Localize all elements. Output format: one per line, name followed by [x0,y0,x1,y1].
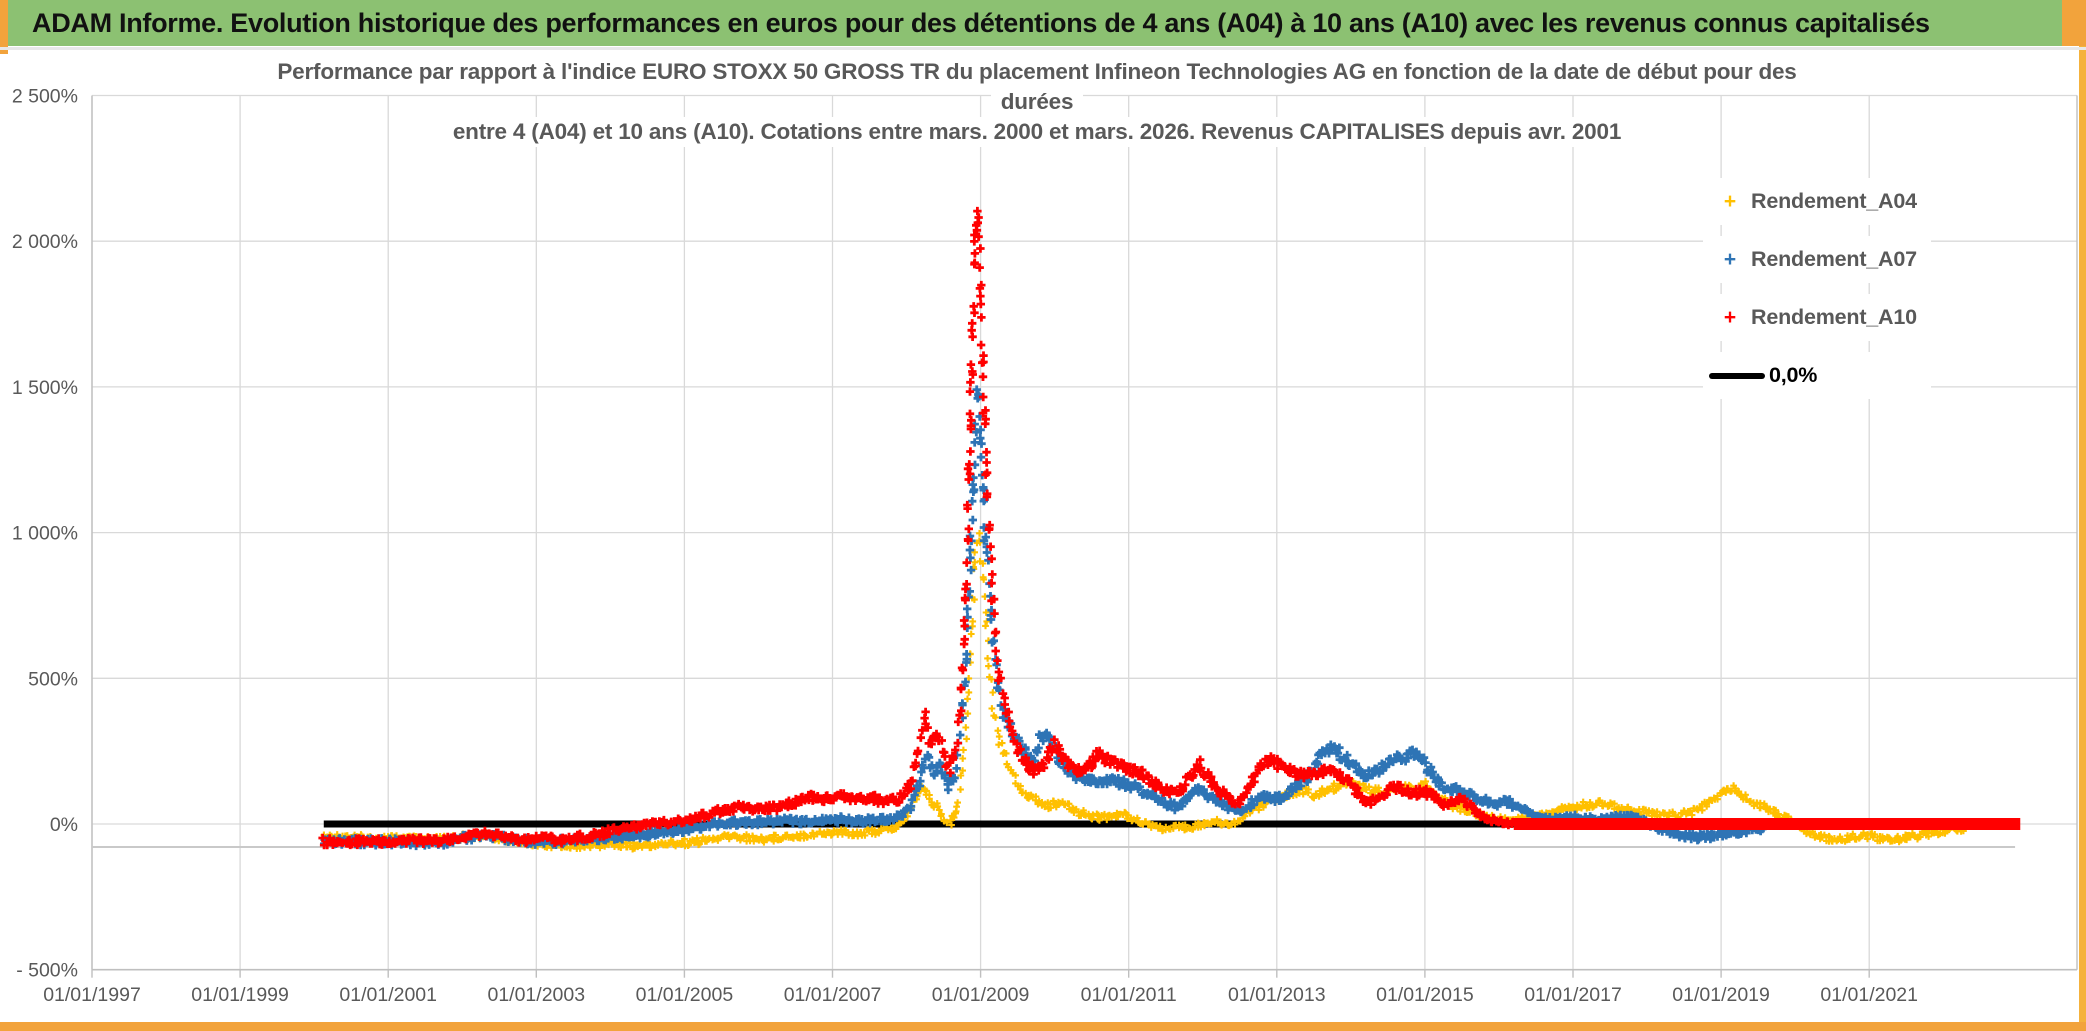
legend-plus-marker: + [1723,248,1737,271]
x-axis-label: 01/01/2013 [1228,984,1326,1006]
legend-item-rendement-a10: + Rendement_A10 [1703,294,1931,341]
x-axis-label: 01/01/2009 [932,984,1030,1006]
y-axis-label: 1 000% [12,523,78,545]
chart-legend: + Rendement_A04 + Rendement_A07 + Rendement_A… [1703,178,1931,399]
x-axis-label: 01/01/1999 [191,984,289,1006]
legend-label: Rendement_A04 [1751,189,1917,213]
x-axis-label: 01/01/2019 [1672,984,1770,1006]
x-axis-label: 01/01/2017 [1524,984,1622,1006]
app-title: ADAM Informe. Evolution historique des p… [32,7,1930,38]
window-corner-accent-right [2062,0,2086,46]
legend-line-marker [1709,372,1765,379]
y-axis-label: 2 000% [12,231,78,253]
x-axis-label: 01/01/2001 [339,984,437,1006]
chart-title: Performance par rapport à l'indice EURO … [92,57,1982,147]
legend-item-0-0-: 0,0% [1703,352,1931,399]
y-axis-label: 0% [50,814,78,836]
x-axis-label: 01/01/2003 [487,984,585,1006]
x-axis-label: 01/01/2021 [1820,984,1918,1006]
chart-title-line1: Performance par rapport à l'indice EURO … [267,57,1807,87]
window-corner-accent-left [0,0,8,54]
legend-plus-marker: + [1723,190,1737,213]
legend-item-rendement-a07: + Rendement_A07 [1703,236,1931,283]
axes [91,95,2078,978]
legend-label: Rendement_A10 [1751,305,1917,329]
x-axis-label: 01/01/2015 [1376,984,1474,1006]
legend-label: 0,0% [1769,363,1818,387]
window-right-border [2079,46,2086,1031]
y-axis-label: 500% [28,668,78,690]
legend-item-rendement-a04: + Rendement_A04 [1703,178,1931,225]
y-axis-label: 1 500% [12,377,78,399]
chart-title-line2: durées [990,87,1084,117]
axis-labels: 2 500%2 000%1 500%1 000%500%0%- 500%01/0… [12,86,1918,1007]
chart-title-line3: entre 4 (A04) et 10 ans (A10). Cotations… [442,117,1632,147]
legend-label: Rendement_A07 [1751,247,1917,271]
legend-plus-marker: + [1723,306,1737,329]
y-axis-label: 2 500% [12,86,78,108]
series-rendement_a10 [318,206,1517,850]
x-axis-label: 01/01/2007 [784,984,882,1006]
x-axis-label: 01/01/2005 [636,984,734,1006]
x-axis-label: 01/01/1997 [43,984,141,1006]
x-axis-label: 01/01/2011 [1081,984,1177,1006]
title-bar: ADAM Informe. Evolution historique des p… [8,0,2062,46]
y-axis-label: - 500% [16,960,78,982]
series-rendement_a04 [320,529,1968,853]
window-bottom-border [0,1022,2086,1031]
header-separator [0,47,2086,50]
series-rendement_a07 [320,385,1768,851]
